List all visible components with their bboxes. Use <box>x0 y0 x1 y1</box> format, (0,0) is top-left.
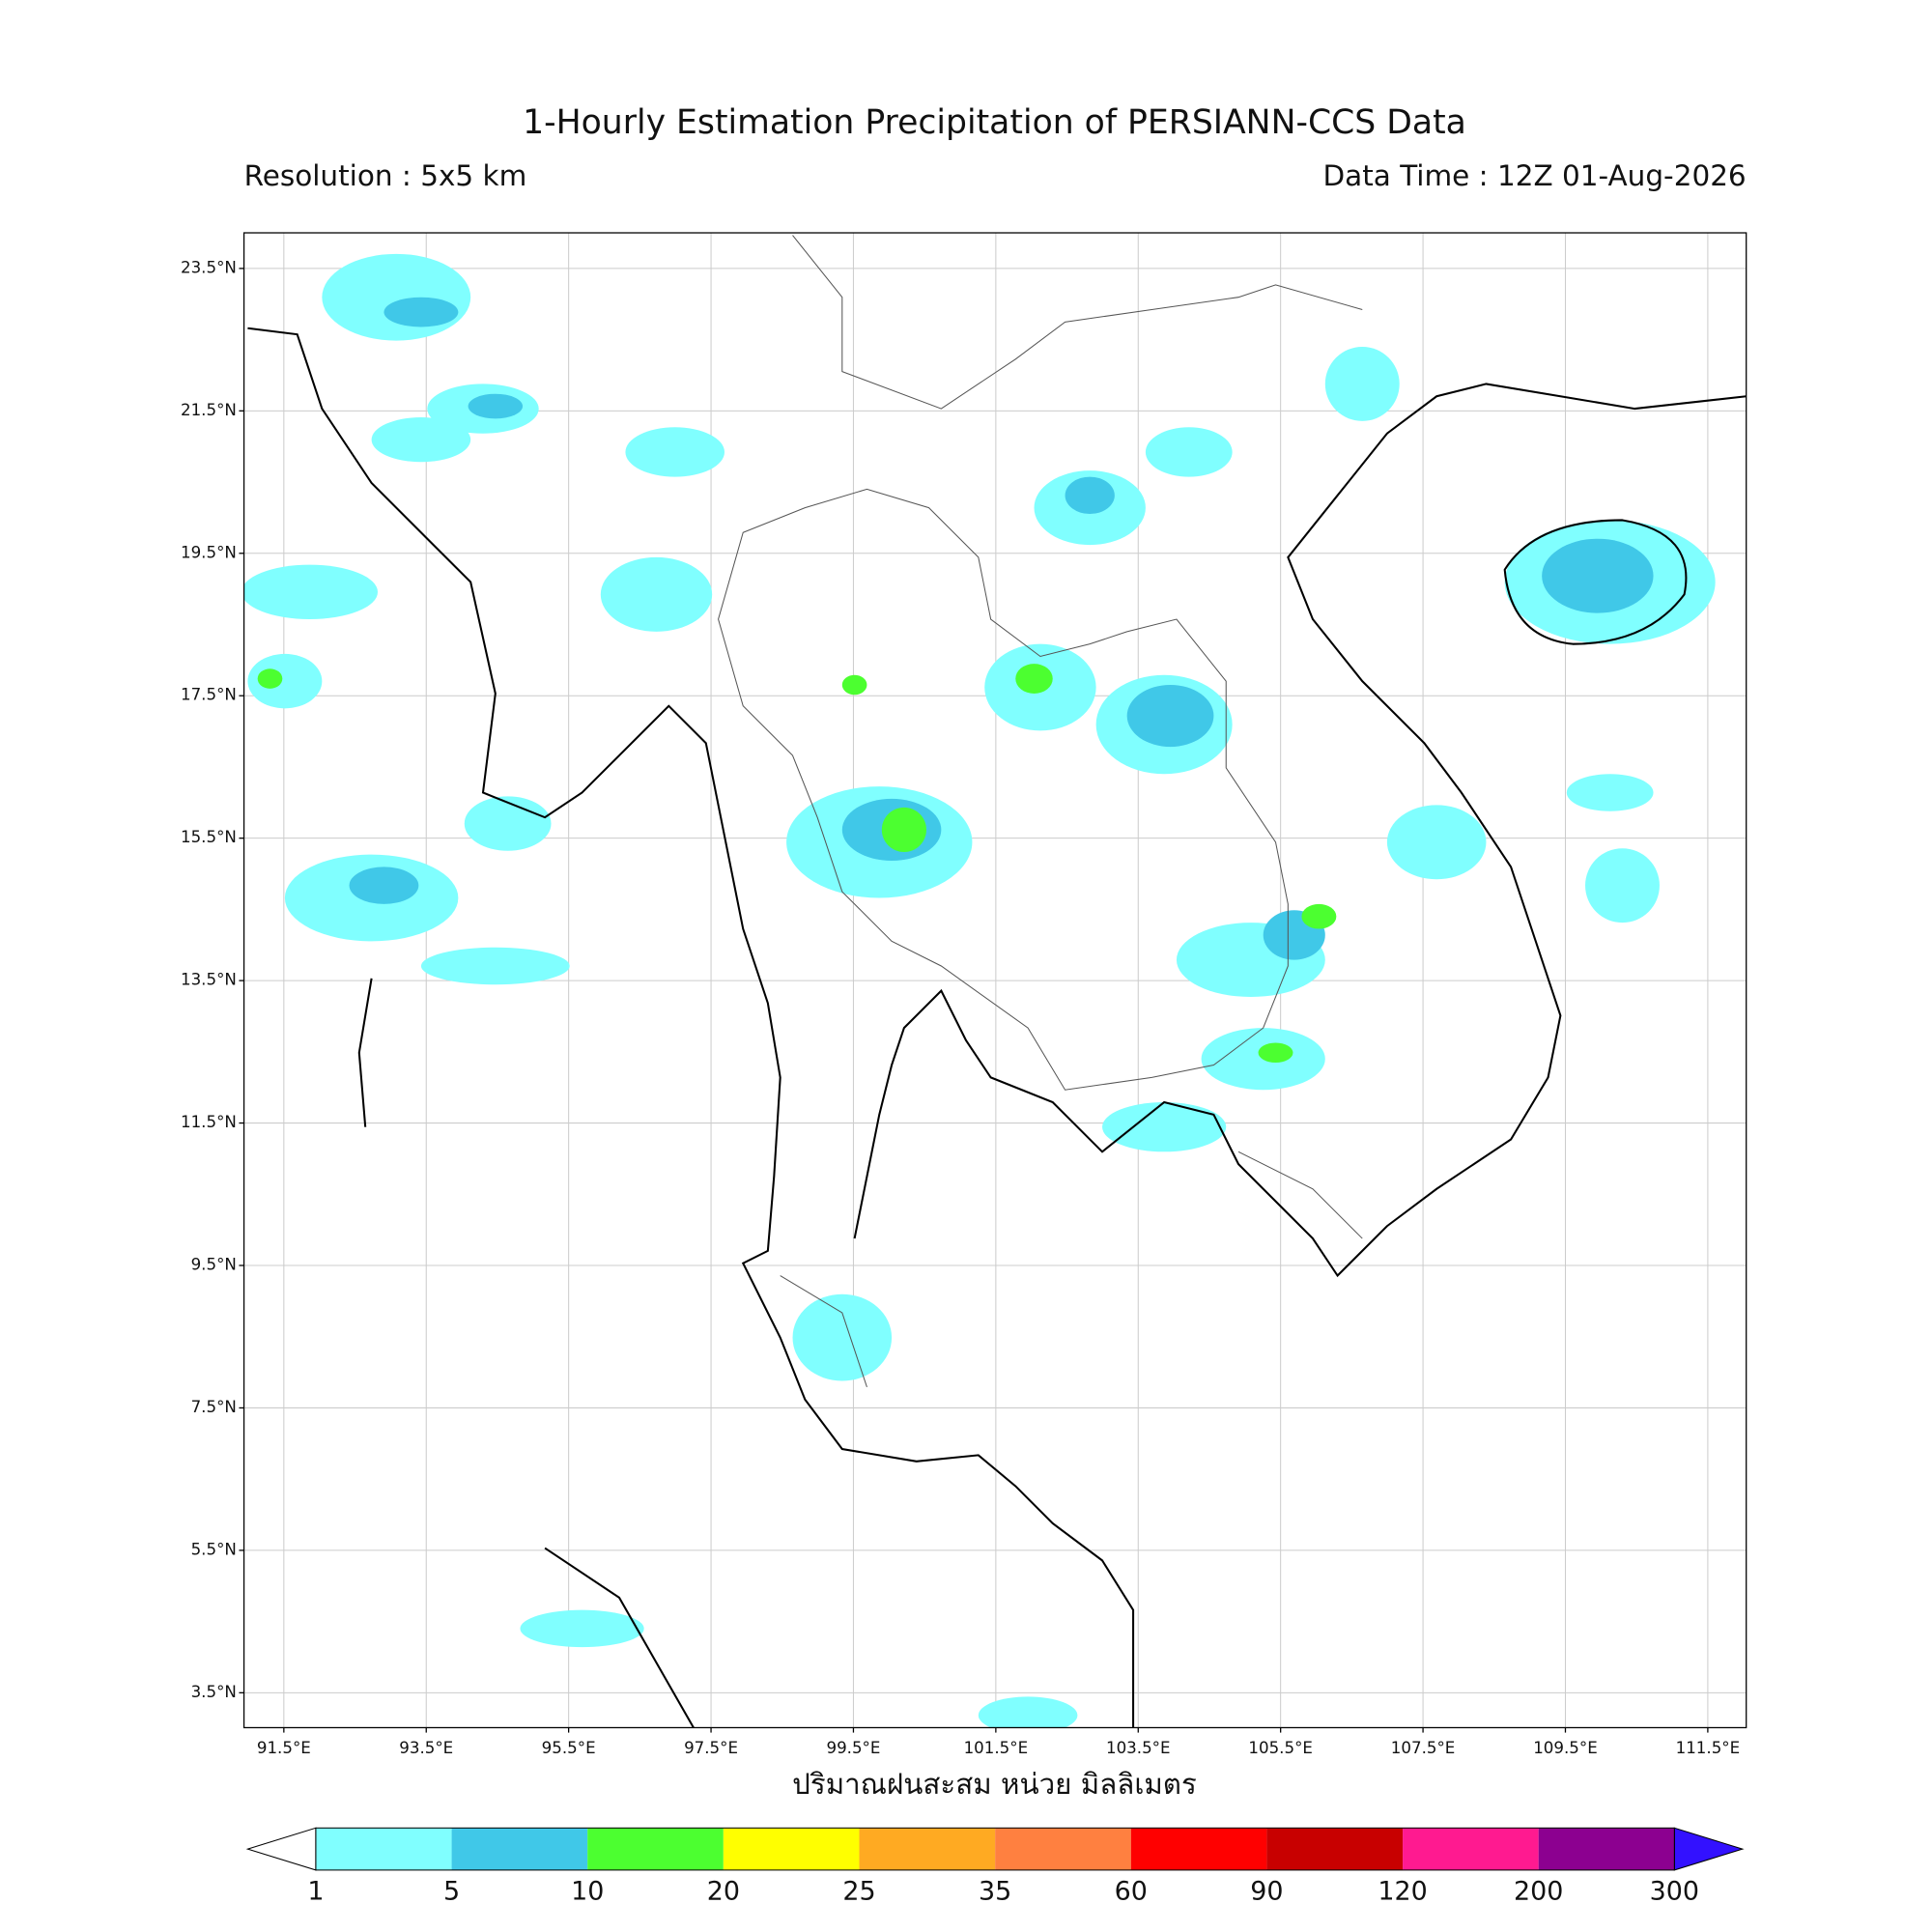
lat-tick-label: 21.5°N <box>181 401 237 419</box>
lat-tick-label: 17.5°N <box>181 686 237 704</box>
lon-tick-label: 95.5°E <box>542 1739 596 1757</box>
lat-tick-label: 23.5°N <box>181 258 237 276</box>
resolution: Resolution : 5x5 km <box>244 159 527 192</box>
lon-tick-label: 103.5°E <box>1106 1739 1171 1757</box>
colorbar-tick-label: 35 <box>979 1876 1011 1906</box>
colorbar-bin <box>1130 1828 1267 1870</box>
lon-tick-label: 111.5°E <box>1676 1739 1741 1757</box>
lon-tick-label: 97.5°E <box>684 1739 738 1757</box>
colorbar-tick-label: 90 <box>1250 1876 1283 1906</box>
colorbar-tick-label: 300 <box>1650 1876 1699 1906</box>
lon-tick-label: 101.5°E <box>964 1739 1029 1757</box>
lat-tick-label: 13.5°N <box>181 971 237 989</box>
lon-tick-label: 107.5°E <box>1391 1739 1456 1757</box>
lat-tick-label: 7.5°N <box>191 1398 237 1416</box>
lon-tick-label: 105.5°E <box>1248 1739 1313 1757</box>
lat-tick-label: 11.5°N <box>181 1113 237 1131</box>
colorbar-tick-label: 25 <box>842 1876 875 1906</box>
colorbar-bin <box>587 1828 724 1870</box>
coastlines <box>247 327 1747 1728</box>
colorbar-tick-label: 5 <box>443 1876 460 1906</box>
colorbar-bin <box>1403 1828 1539 1870</box>
lat-tick-label: 3.5°N <box>191 1683 237 1701</box>
lat-tick-label: 15.5°N <box>181 828 237 846</box>
colorbar-bin <box>451 1828 588 1870</box>
colorbar-bin <box>1266 1828 1404 1870</box>
colorbar-bin <box>315 1828 452 1870</box>
lat-tick-label: 9.5°N <box>191 1256 237 1274</box>
colorbar-under <box>245 1827 317 1871</box>
colorbar-tick-label: 10 <box>571 1876 604 1906</box>
colorbar-bin <box>995 1828 1131 1870</box>
colorbar-label: ปริมาณฝนสะสม หน่วย มิลลิเมตร <box>792 1768 1197 1801</box>
map-frame <box>242 232 1747 1729</box>
colorbar-tick-label: 200 <box>1514 1876 1563 1906</box>
lon-tick-label: 91.5°E <box>257 1739 311 1757</box>
colorbar-over <box>1673 1827 1745 1871</box>
lat-tick-label: 19.5°N <box>181 543 237 561</box>
data-time: Data Time : 12Z 01-Aug-2026 <box>1322 159 1746 192</box>
lon-tick-label: 109.5°E <box>1533 1739 1598 1757</box>
precipitation-field <box>243 253 1716 1728</box>
colorbar-tick-label: 60 <box>1115 1876 1148 1906</box>
colorbar-tick-label: 20 <box>707 1876 740 1906</box>
lon-tick-label: 99.5°E <box>826 1739 880 1757</box>
colorbar-tick-label: 1 <box>307 1876 324 1906</box>
colorbar-bin <box>1538 1828 1675 1870</box>
lon-tick-label: 93.5°E <box>399 1739 453 1757</box>
colorbar-bin <box>859 1828 996 1870</box>
colorbar-tick-label: 120 <box>1378 1876 1427 1906</box>
colorbar-frame <box>315 1827 1675 1871</box>
colorbar-bin <box>723 1828 860 1870</box>
borders <box>718 235 1363 1388</box>
lat-tick-label: 5.5°N <box>191 1540 237 1558</box>
title: 1-Hourly Estimation Precipitation of PER… <box>523 103 1466 142</box>
